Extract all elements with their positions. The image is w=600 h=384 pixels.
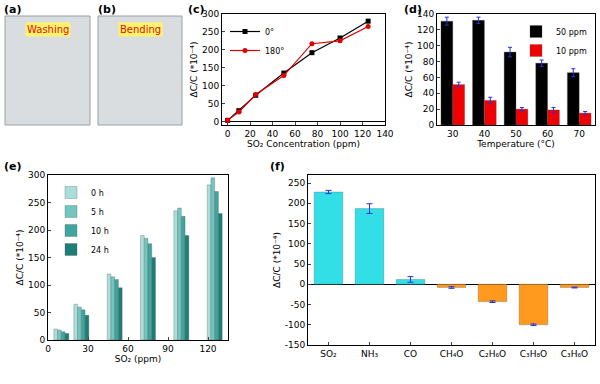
svg-text:10 ppm: 10 ppm xyxy=(556,47,587,56)
svg-text:40: 40 xyxy=(267,129,279,139)
svg-text:-100: -100 xyxy=(285,320,306,330)
svg-text:-150: -150 xyxy=(285,340,306,350)
svg-text:60: 60 xyxy=(423,73,435,83)
svg-text:60: 60 xyxy=(289,129,301,139)
svg-text:20: 20 xyxy=(244,129,256,139)
svg-text:0 h: 0 h xyxy=(91,189,104,198)
svg-text:24 h: 24 h xyxy=(91,246,109,255)
svg-text:300: 300 xyxy=(28,170,45,180)
svg-text:150: 150 xyxy=(202,63,219,73)
svg-text:SO₂ (ppm): SO₂ (ppm) xyxy=(115,354,161,364)
svg-text:40: 40 xyxy=(479,129,491,139)
svg-text:NH₃: NH₃ xyxy=(361,349,379,359)
svg-text:70: 70 xyxy=(573,129,585,139)
svg-text:0: 0 xyxy=(39,335,45,345)
svg-text:Washing: Washing xyxy=(27,24,69,35)
svg-text:ΔC/C (*10⁻⁴): ΔC/C (*10⁻⁴) xyxy=(189,42,199,98)
svg-text:CH₄O: CH₄O xyxy=(440,349,464,359)
svg-text:100: 100 xyxy=(331,129,348,139)
svg-text:ΔC/C (*10⁻⁴): ΔC/C (*10⁻⁴) xyxy=(272,232,282,288)
svg-text:Temperature (°C): Temperature (°C) xyxy=(476,139,555,149)
svg-text:200: 200 xyxy=(28,225,45,235)
svg-text:80: 80 xyxy=(312,129,324,139)
svg-text:300: 300 xyxy=(202,9,219,19)
svg-text:60: 60 xyxy=(122,344,134,354)
svg-text:180°: 180° xyxy=(265,47,284,56)
svg-text:10 h: 10 h xyxy=(91,227,109,236)
svg-text:30: 30 xyxy=(82,344,94,354)
svg-text:120: 120 xyxy=(354,129,371,139)
svg-text:0: 0 xyxy=(45,344,51,354)
svg-text:40: 40 xyxy=(423,88,435,98)
svg-text:SO₂: SO₂ xyxy=(320,349,337,359)
svg-text:250: 250 xyxy=(202,27,219,37)
svg-text:(a): (a) xyxy=(4,3,21,16)
svg-text:Bending: Bending xyxy=(120,24,161,35)
svg-text:(f): (f) xyxy=(270,160,285,173)
svg-text:50 ppm: 50 ppm xyxy=(556,28,587,37)
svg-text:0°: 0° xyxy=(265,28,274,37)
svg-text:50: 50 xyxy=(34,308,46,318)
svg-text:50: 50 xyxy=(510,129,522,139)
svg-text:140: 140 xyxy=(417,9,434,19)
svg-text:50: 50 xyxy=(208,99,220,109)
svg-text:100: 100 xyxy=(202,81,219,91)
svg-text:50: 50 xyxy=(294,259,306,269)
svg-text:100: 100 xyxy=(28,280,45,290)
svg-text:30: 30 xyxy=(447,129,459,139)
svg-text:ΔC/C (*10⁻⁴): ΔC/C (*10⁻⁴) xyxy=(15,230,25,286)
svg-text:200: 200 xyxy=(202,45,219,55)
svg-text:0: 0 xyxy=(213,117,219,127)
svg-text:(d): (d) xyxy=(404,3,422,16)
svg-text:0: 0 xyxy=(225,129,231,139)
svg-text:140: 140 xyxy=(376,129,393,139)
svg-text:0: 0 xyxy=(428,120,434,130)
svg-text:200: 200 xyxy=(288,198,305,208)
svg-text:150: 150 xyxy=(288,219,305,229)
svg-text:80: 80 xyxy=(423,57,435,67)
svg-text:C₂H₆O: C₂H₆O xyxy=(479,349,506,359)
svg-text:20: 20 xyxy=(423,104,435,114)
svg-text:100: 100 xyxy=(288,239,305,249)
svg-text:(c): (c) xyxy=(188,3,205,16)
svg-text:250: 250 xyxy=(288,178,305,188)
svg-text:SO₂ Concentration (ppm): SO₂ Concentration (ppm) xyxy=(247,139,360,149)
svg-text:C₃H₈O: C₃H₈O xyxy=(520,349,547,359)
svg-text:250: 250 xyxy=(28,198,45,208)
svg-text:100: 100 xyxy=(417,41,434,51)
svg-text:120: 120 xyxy=(417,25,434,35)
svg-text:150: 150 xyxy=(28,253,45,263)
svg-text:60: 60 xyxy=(542,129,554,139)
svg-text:120: 120 xyxy=(199,344,216,354)
svg-text:-50: -50 xyxy=(290,300,305,310)
svg-text:0: 0 xyxy=(299,279,305,289)
svg-text:(b): (b) xyxy=(98,3,116,16)
svg-text:ΔC/C (*10⁻⁴): ΔC/C (*10⁻⁴) xyxy=(404,42,414,98)
svg-text:C₃H₆O: C₃H₆O xyxy=(561,349,588,359)
svg-text:CO: CO xyxy=(404,349,417,359)
svg-text:(e): (e) xyxy=(4,160,22,173)
svg-text:5 h: 5 h xyxy=(91,208,104,217)
svg-text:90: 90 xyxy=(162,344,174,354)
